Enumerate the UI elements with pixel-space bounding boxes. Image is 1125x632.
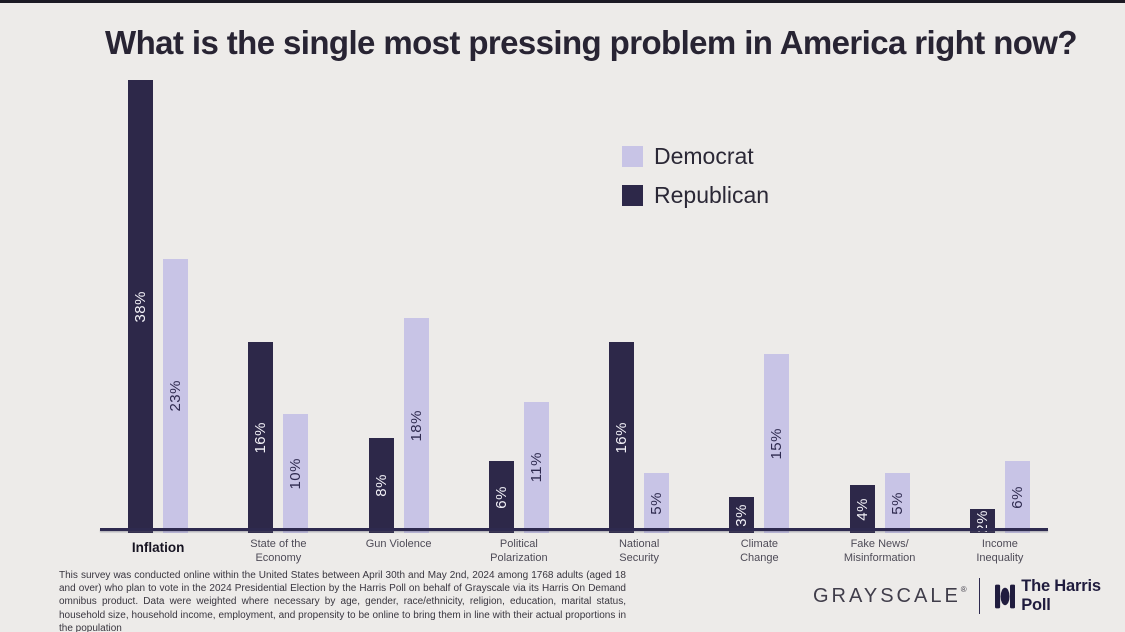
bar-value-label: 11% xyxy=(527,452,545,483)
branding-bar: GRAYSCALE® The Harris Poll xyxy=(813,577,1125,615)
bar-democrat: 18% xyxy=(403,318,429,533)
grayscale-logo: GRAYSCALE® xyxy=(813,584,967,607)
category-label: Inflation xyxy=(131,540,185,555)
bar-value-label: 6% xyxy=(492,485,510,509)
category-axis-labels: Inflation State of the Economy Gun Violence… xyxy=(98,536,1060,566)
legend-label-republican: Republican xyxy=(654,182,770,208)
bar-group: 16% 5% xyxy=(579,0,699,533)
bar-groups: 38% 23% 16% 10% 8% 18% 6% 11% 16% 5% 3% 15% 4% 5% 2% 6% xyxy=(98,0,1060,533)
methodology-footnote: This survey was conducted online within … xyxy=(59,570,626,632)
bar-value-label: 4% xyxy=(853,497,871,521)
bar-republican: 16% xyxy=(609,342,635,533)
category-label: Fake News/Misinformation xyxy=(843,538,916,564)
bar-group: 2% 6% xyxy=(940,0,1060,533)
legend-swatch-republican xyxy=(622,185,643,206)
bar-value-label: 8% xyxy=(372,473,390,497)
bar-value-label: 6% xyxy=(1008,485,1026,509)
top-edge-border xyxy=(0,0,1125,3)
bar-value-label: 5% xyxy=(648,491,666,515)
bar-democrat: 11% xyxy=(523,401,549,533)
harris-poll-wordmark: The Harris Poll xyxy=(1021,577,1101,614)
chart-title: What is the single most pressing problem… xyxy=(105,24,1077,61)
category-label: Political Polarization xyxy=(490,538,548,564)
bar-group: 38% 23% xyxy=(98,0,218,533)
bar-group: 6% 11% xyxy=(459,0,579,533)
category-label: State of the Economy xyxy=(250,538,307,564)
bar-democrat: 23% xyxy=(163,258,189,533)
bar-republican: 3% xyxy=(729,497,755,533)
logo-divider xyxy=(978,578,981,614)
category-label: Income Inequality xyxy=(976,538,1024,564)
bar-group: 16% 10% xyxy=(218,0,338,533)
bar-value-label: 3% xyxy=(733,503,751,527)
bar-democrat: 6% xyxy=(1004,461,1030,533)
registered-trademark-mark: ® xyxy=(960,584,967,594)
bar-value-label: 18% xyxy=(407,409,425,442)
harris-poll-icon xyxy=(995,584,1016,608)
bar-value-label: 16% xyxy=(252,421,270,454)
legend-label-democrat: Democrat xyxy=(654,143,754,169)
bar-republican: 6% xyxy=(488,461,514,533)
legend-swatch-democrat xyxy=(622,146,643,167)
bar-group: 4% 5% xyxy=(820,0,940,533)
bar-republican: 16% xyxy=(248,342,274,533)
chart-legend: Democrat Republican xyxy=(622,143,769,209)
bar-republican: 2% xyxy=(969,509,995,533)
category-label: National Security xyxy=(618,538,660,564)
bar-republican: 8% xyxy=(368,437,394,533)
bar-value-label: 15% xyxy=(768,427,786,460)
bar-democrat: 5% xyxy=(644,473,670,533)
bar-republican: 4% xyxy=(849,485,875,533)
bar-group: 8% 18% xyxy=(339,0,459,533)
harris-poll-logo: The Harris Poll xyxy=(995,577,1125,615)
bar-democrat: 10% xyxy=(283,413,309,533)
legend-item-republican: Republican xyxy=(622,182,769,209)
bar-value-label: 16% xyxy=(613,421,631,454)
x-axis-line xyxy=(100,528,1048,531)
bar-chart-plot-area: 38% 23% 16% 10% 8% 18% 6% 11% 16% 5% 3% 15% 4% 5% 2% 6% xyxy=(98,0,1060,533)
legend-item-democrat: Democrat xyxy=(622,143,769,170)
bar-value-label: 10% xyxy=(287,457,305,490)
bar-democrat: 5% xyxy=(884,473,910,533)
bar-value-label: 23% xyxy=(167,380,185,412)
bar-group: 3% 15% xyxy=(699,0,819,533)
category-label: Climate Change xyxy=(740,538,779,564)
bar-value-label: 38% xyxy=(132,290,150,323)
bar-value-label: 5% xyxy=(888,491,906,515)
category-label: Gun Violence xyxy=(365,538,432,550)
bar-republican: 38% xyxy=(128,80,154,533)
bar-democrat: 15% xyxy=(764,354,790,533)
